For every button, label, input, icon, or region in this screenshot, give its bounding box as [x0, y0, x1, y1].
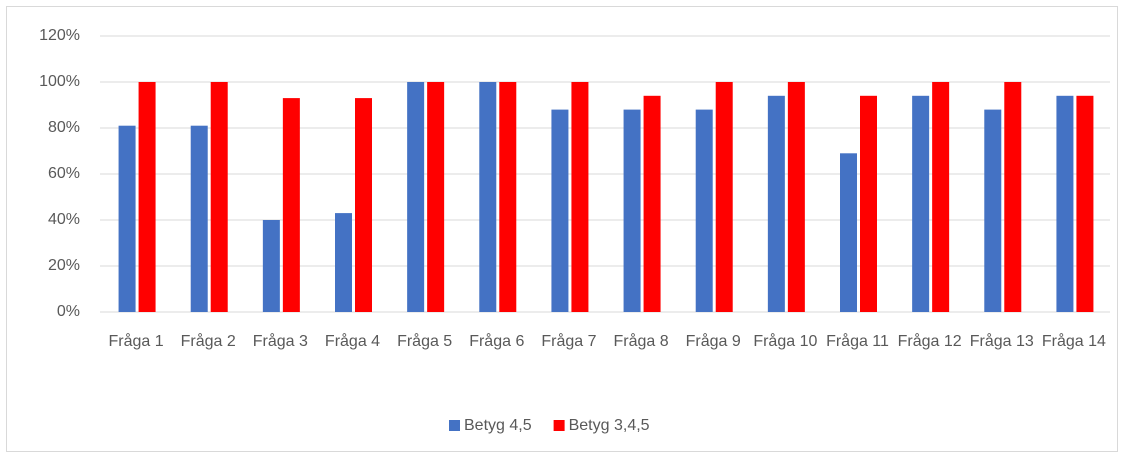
bar: [551, 109, 569, 312]
x-tick-label: Fråga 11: [826, 333, 889, 350]
x-tick-label: Fråga 7: [541, 333, 597, 350]
x-tick-label: Fråga 13: [969, 333, 1034, 350]
x-tick-label: Fråga 10: [753, 333, 818, 350]
bar: [932, 82, 950, 312]
x-tick-label: Fråga 12: [897, 333, 962, 350]
bar: [715, 82, 733, 312]
legend-label: Betyg 4,5: [464, 417, 532, 434]
bar: [840, 153, 857, 312]
bar: [623, 109, 641, 312]
bar: [407, 82, 425, 312]
bar: [571, 82, 589, 312]
x-tick-label: Fråga 9: [685, 333, 741, 350]
y-tick-label: 0%: [57, 303, 80, 320]
bar: [1004, 82, 1022, 312]
legend-label: Betyg 3,4,5: [569, 417, 650, 434]
bar: [499, 82, 517, 312]
bar: [787, 82, 805, 312]
x-tick-label: Fråga 1: [108, 333, 164, 350]
legend-swatch: [449, 420, 460, 431]
bar: [1056, 95, 1074, 312]
bar: [695, 109, 713, 312]
y-tick-label: 40%: [48, 211, 80, 228]
bar: [118, 125, 136, 312]
bar: [912, 95, 930, 312]
bar: [282, 98, 300, 312]
bar: [138, 82, 156, 312]
x-tick-label: Fråga 8: [613, 333, 669, 350]
y-tick-label: 20%: [48, 257, 80, 274]
x-tick-label: Fråga 2: [180, 333, 236, 350]
legend-swatch: [553, 420, 565, 431]
bar: [427, 82, 445, 312]
bar: [1076, 95, 1094, 312]
x-tick-label: Fråga 5: [397, 333, 453, 350]
x-tick-label: Fråga 3: [252, 333, 308, 350]
bar: [479, 82, 497, 312]
bar: [190, 125, 208, 312]
y-tick-label: 120%: [39, 27, 80, 44]
bar: [262, 220, 280, 312]
bar: [335, 213, 352, 312]
y-tick-label: 100%: [39, 73, 80, 90]
y-tick-label: 60%: [48, 165, 80, 182]
bar: [984, 109, 1002, 312]
x-tick-label: Fråga 6: [469, 333, 525, 350]
x-tick-label: Fråga 4: [324, 333, 381, 350]
bar: [767, 95, 785, 312]
y-tick-label: 80%: [48, 119, 80, 136]
x-tick-label: Fråga 14: [1041, 333, 1106, 350]
bar: [355, 98, 372, 312]
bar: [210, 82, 228, 312]
bar: [860, 95, 877, 312]
bar: [643, 95, 661, 312]
